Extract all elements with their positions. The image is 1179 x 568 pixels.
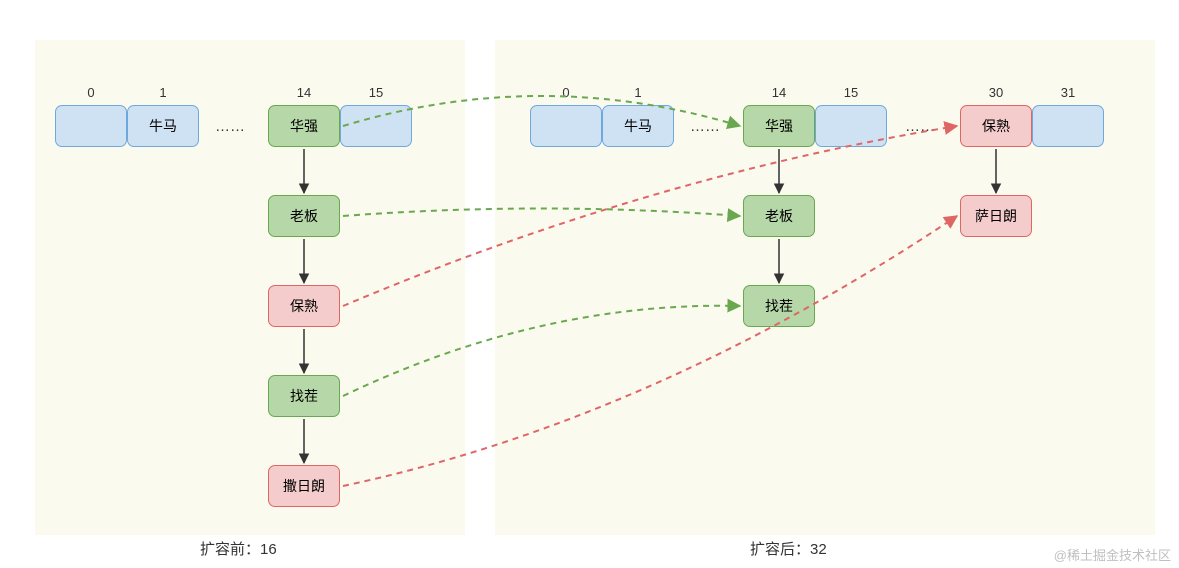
node-R15	[815, 105, 887, 147]
node-Ln4: 撒日朗	[268, 465, 340, 507]
index-label-R14: 14	[743, 85, 815, 100]
watermark: @稀土掘金技术社区	[1054, 545, 1171, 564]
node-R0	[530, 105, 602, 147]
index-label-R30: 30	[960, 85, 1032, 100]
ellipsis-0: ……	[215, 118, 245, 135]
node-Rn1: 老板	[743, 195, 815, 237]
node-Rn3: 萨日朗	[960, 195, 1032, 237]
node-Rn2: 找茬	[743, 285, 815, 327]
index-label-L0: 0	[55, 85, 127, 100]
node-R14: 华强	[743, 105, 815, 147]
node-L0	[55, 105, 127, 147]
index-label-R15: 15	[815, 85, 887, 100]
ellipsis-2: ……	[905, 118, 935, 135]
index-label-R0: 0	[530, 85, 602, 100]
index-label-R1: 1	[602, 85, 674, 100]
node-R30: 保熟	[960, 105, 1032, 147]
ellipsis-1: ……	[690, 118, 720, 135]
node-L14: 华强	[268, 105, 340, 147]
node-L1: 牛马	[127, 105, 199, 147]
node-Ln2: 保熟	[268, 285, 340, 327]
node-Ln3: 找茬	[268, 375, 340, 417]
node-Ln1: 老板	[268, 195, 340, 237]
index-label-L15: 15	[340, 85, 412, 100]
node-R1: 牛马	[602, 105, 674, 147]
caption-right: 扩容后：32	[750, 538, 827, 559]
index-label-L1: 1	[127, 85, 199, 100]
index-label-L14: 14	[268, 85, 340, 100]
node-L15	[340, 105, 412, 147]
node-R31	[1032, 105, 1104, 147]
index-label-R31: 31	[1032, 85, 1104, 100]
caption-left: 扩容前：16	[200, 538, 277, 559]
